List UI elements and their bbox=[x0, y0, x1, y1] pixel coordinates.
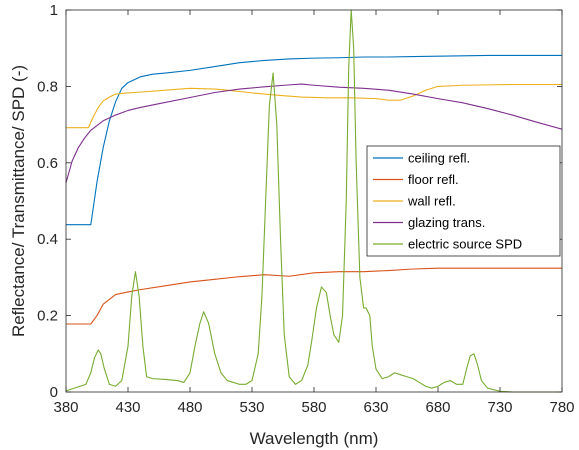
y-tick-label: 0.4 bbox=[37, 231, 58, 248]
series-line-1 bbox=[66, 54, 562, 226]
y-tick-label: 1 bbox=[50, 2, 58, 19]
series-line-4 bbox=[65, 83, 563, 183]
legend-entry-label: ceiling refl. bbox=[408, 151, 470, 166]
series-line-2 bbox=[66, 267, 562, 325]
series-line-3 bbox=[66, 83, 562, 129]
y-axis-label: Reflectance/ Transmittance/ SPD (-) bbox=[9, 65, 28, 337]
x-tick-label: 630 bbox=[363, 399, 388, 416]
axes-layer: 380 430 480 530 580 630 680 730 780 0 0.2 0.4 0.6 0.8… bbox=[37, 2, 574, 416]
x-tick-label: 480 bbox=[177, 399, 202, 416]
y-tick-label: 0 bbox=[50, 384, 58, 401]
legend-entry-label: glazing trans. bbox=[408, 215, 485, 230]
x-tick-label: 580 bbox=[301, 399, 326, 416]
series-line-5 bbox=[65, 9, 562, 393]
x-tick-label: 780 bbox=[549, 399, 574, 416]
x-tick-label: 380 bbox=[53, 399, 78, 416]
legend: ceiling refl. floor refl. wall refl. glazin… bbox=[366, 145, 561, 257]
y-tick-label: 0.8 bbox=[37, 78, 58, 95]
legend-entry-label: electric source SPD bbox=[408, 237, 522, 252]
y-tick-label: 0.2 bbox=[37, 308, 58, 325]
x-axis-label: Wavelength (nm) bbox=[250, 429, 379, 448]
x-tick-label: 530 bbox=[239, 399, 264, 416]
x-tick-label: 430 bbox=[115, 399, 140, 416]
x-tick-label: 730 bbox=[487, 399, 512, 416]
legend-entry-label: wall refl. bbox=[407, 194, 456, 209]
x-tick-label: 680 bbox=[425, 399, 450, 416]
series-layer bbox=[65, 9, 563, 393]
y-tick-label: 0.6 bbox=[37, 155, 58, 172]
legend-entry-label: floor refl. bbox=[408, 172, 459, 187]
